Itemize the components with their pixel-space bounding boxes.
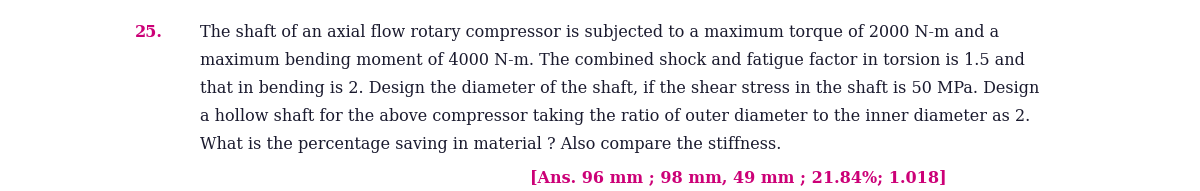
Text: [Ans. 96 mm ; 98 mm, 49 mm ; 21.84%; 1.018]: [Ans. 96 mm ; 98 mm, 49 mm ; 21.84%; 1.0…	[530, 169, 947, 186]
Text: What is the percentage saving in material ? Also compare the stiffness.: What is the percentage saving in materia…	[200, 136, 781, 153]
Text: a hollow shaft for the above compressor taking the ratio of outer diameter to th: a hollow shaft for the above compressor …	[200, 108, 1031, 125]
Text: maximum bending moment of 4000 N-m. The combined shock and fatigue factor in tor: maximum bending moment of 4000 N-m. The …	[200, 52, 1025, 69]
Text: that in bending is 2. Design the diameter of the shaft, if the shear stress in t: that in bending is 2. Design the diamete…	[200, 80, 1039, 97]
Text: The shaft of an axial flow rotary compressor is subjected to a maximum torque of: The shaft of an axial flow rotary compre…	[200, 24, 1000, 41]
Text: 25.: 25.	[136, 24, 163, 41]
